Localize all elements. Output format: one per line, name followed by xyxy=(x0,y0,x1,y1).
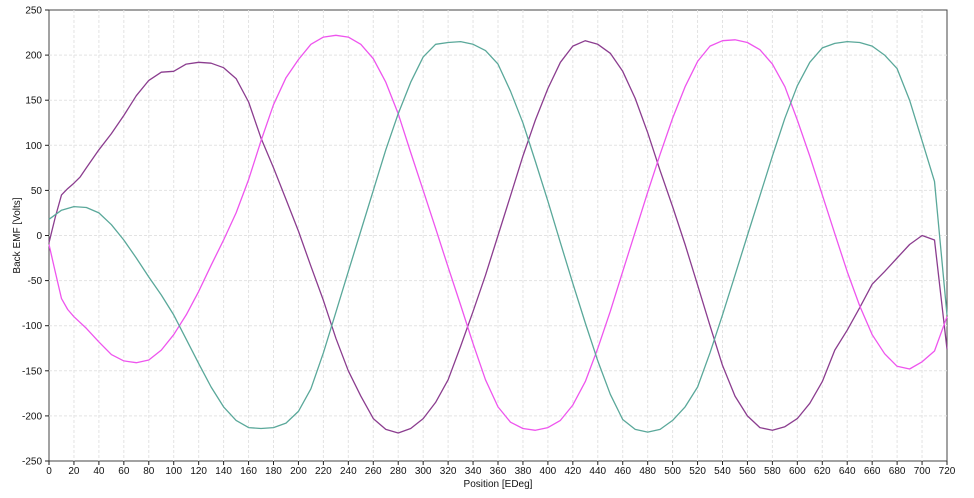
y-tick-label: -100 xyxy=(22,321,42,332)
x-tick-label: 660 xyxy=(864,466,881,477)
y-tick-label: 0 xyxy=(36,231,42,242)
x-tick-label: 140 xyxy=(215,466,232,477)
y-tick-label: 50 xyxy=(31,186,43,197)
y-axis: -250 -200 -150 -100 -50 0 50 100 150 200 250 xyxy=(22,6,49,468)
x-tick-label: 580 xyxy=(764,466,781,477)
x-tick-label: 520 xyxy=(689,466,706,477)
x-axis-title: Position [EDeg] xyxy=(464,479,533,490)
x-tick-label: 260 xyxy=(365,466,382,477)
y-tick-label: 100 xyxy=(25,141,42,152)
x-tick-label: 640 xyxy=(839,466,856,477)
x-tick-label: 220 xyxy=(315,466,332,477)
x-tick-label: 160 xyxy=(240,466,257,477)
y-tick-label: -150 xyxy=(22,366,42,377)
x-tick-label: 40 xyxy=(93,466,105,477)
x-tick-label: 280 xyxy=(390,466,407,477)
x-tick-label: 680 xyxy=(889,466,906,477)
y-tick-label: 150 xyxy=(25,96,42,107)
y-tick-label: -250 xyxy=(22,457,42,468)
x-tick-label: 60 xyxy=(118,466,130,477)
y-tick-label: -200 xyxy=(22,411,42,422)
y-tick-label: 250 xyxy=(25,6,42,17)
x-tick-label: 460 xyxy=(614,466,631,477)
x-tick-label: 700 xyxy=(914,466,931,477)
x-tick-label: 380 xyxy=(515,466,532,477)
x-tick-label: 100 xyxy=(165,466,182,477)
series-layer xyxy=(48,34,948,434)
x-tick-label: 540 xyxy=(714,466,731,477)
y-axis-title: Back EMF [Volts] xyxy=(12,197,23,273)
x-tick-label: 80 xyxy=(143,466,155,477)
x-tick-label: 120 xyxy=(190,466,207,477)
x-tick-label: 420 xyxy=(564,466,581,477)
x-tick-label: 20 xyxy=(68,466,80,477)
x-tick-label: 300 xyxy=(415,466,432,477)
x-tick-label: 440 xyxy=(589,466,606,477)
x-tick-label: 240 xyxy=(340,466,357,477)
y-tick-label: -50 xyxy=(28,276,43,287)
x-tick-label: 180 xyxy=(265,466,282,477)
x-tick-label: 560 xyxy=(739,466,756,477)
x-axis: 0 20 40 60 80 100 120 140 160 180 200 220 240 260 280 3… xyxy=(46,461,956,477)
x-tick-label: 500 xyxy=(664,466,681,477)
x-tick-label: 400 xyxy=(540,466,557,477)
x-tick-label: 600 xyxy=(789,466,806,477)
y-tick-label: 200 xyxy=(25,51,42,62)
x-tick-label: 480 xyxy=(639,466,656,477)
series-line-3 xyxy=(48,40,948,433)
x-tick-label: 340 xyxy=(465,466,482,477)
x-tick-label: 0 xyxy=(46,466,52,477)
x-tick-label: 200 xyxy=(290,466,307,477)
x-tick-label: 620 xyxy=(814,466,831,477)
x-tick-label: 320 xyxy=(440,466,457,477)
series-line-1 xyxy=(48,40,948,434)
x-tick-label: 720 xyxy=(939,466,956,477)
x-tick-label: 360 xyxy=(490,466,507,477)
series-line-2 xyxy=(48,34,948,431)
